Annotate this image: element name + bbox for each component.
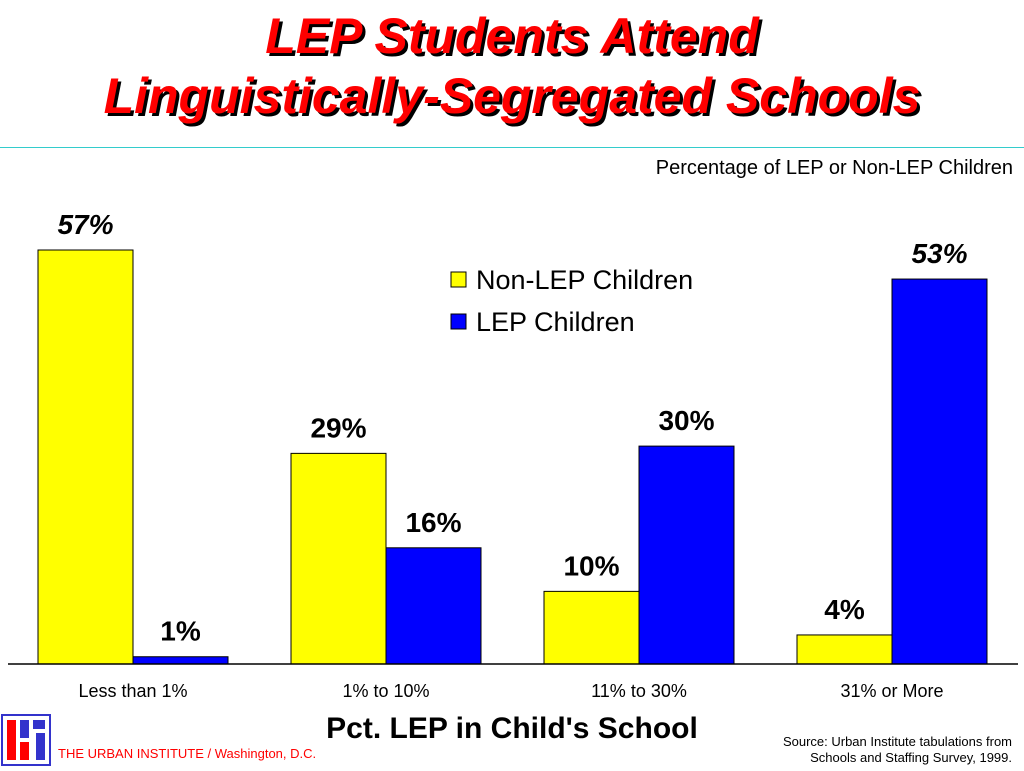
bar-lep-1 <box>385 547 482 665</box>
value-label-non-lep-1: 29% <box>310 412 366 443</box>
slide-title: LEP Students Attend Linguistically-Segre… <box>0 6 1024 126</box>
legend-label-lep: LEP Children <box>476 307 635 337</box>
chart-legend: Non-LEP Children LEP Children <box>450 265 693 337</box>
value-label-lep-1: 16% <box>405 507 461 538</box>
bar-non-lep-0 <box>37 249 134 665</box>
footer-source-line-1: Source: Urban Institute tabulations from <box>782 734 1012 749</box>
x-tick-label-group: Less than 1% 1% to 10% 11% to 30% 31% or Mo… <box>78 681 943 701</box>
value-label-lep-3: 53% <box>911 238 967 269</box>
bar-lep-3 <box>891 278 988 665</box>
x-tick-label-1: 1% to 10% <box>342 681 429 701</box>
title-divider <box>0 147 1024 148</box>
bar-lep-2 <box>638 445 735 665</box>
value-label-non-lep-0: 57% <box>57 209 113 240</box>
footer-source-line-2: Schools and Staffing Survey, 1999. <box>810 750 1012 765</box>
slide-title-line-2: Linguistically-Segregated Schools <box>103 68 921 124</box>
slide-title-line-1: LEP Students Attend <box>265 8 759 64</box>
value-label-lep-0: 1% <box>160 616 201 647</box>
bar-non-lep-2 <box>543 590 640 665</box>
bar-non-lep-1 <box>290 452 387 665</box>
bar-group <box>37 249 988 665</box>
value-label-non-lep-2: 10% <box>563 550 619 581</box>
urban-institute-logo-icon <box>1 714 51 766</box>
value-label-group: 57% 1% 29% 16% 10% 30% 4% 53% <box>57 209 967 647</box>
legend-swatch-non-lep <box>450 271 467 288</box>
legend-swatch-lep <box>450 313 467 330</box>
footer-organization: THE URBAN INSTITUTE / Washington, D.C. <box>58 746 317 761</box>
bar-non-lep-3 <box>796 634 893 665</box>
x-tick-label-0: Less than 1% <box>78 681 187 701</box>
footer-source: Source: Urban Institute tabulations from… <box>783 734 1012 766</box>
legend-label-non-lep: Non-LEP Children <box>476 265 693 295</box>
x-tick-label-2: 11% to 30% <box>591 681 687 701</box>
value-label-lep-2: 30% <box>658 405 714 436</box>
bar-lep-0 <box>132 656 229 665</box>
x-axis-label: Pct. LEP in Child's School <box>326 712 698 745</box>
chart-subtitle: Percentage of LEP or Non-LEP Children <box>655 157 1013 179</box>
x-tick-label-3: 31% or More <box>840 681 943 701</box>
value-label-non-lep-3: 4% <box>824 594 865 625</box>
